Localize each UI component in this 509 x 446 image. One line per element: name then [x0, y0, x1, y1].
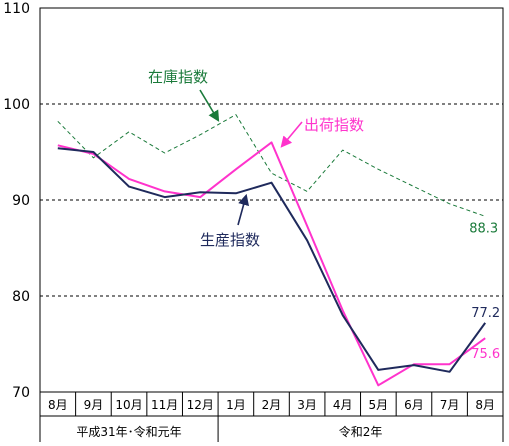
legend-label: 生産指数 — [200, 231, 260, 249]
x-tick-label: 9月 — [84, 398, 104, 412]
legend-arrow-1 — [280, 121, 303, 148]
legend-label: 出荷指数 — [304, 116, 364, 134]
x-tick-label: 10月 — [115, 398, 142, 412]
x-tick-label: 5月 — [369, 398, 389, 412]
x-tick-label: 3月 — [297, 398, 317, 412]
y-tick-label: 90 — [12, 193, 30, 209]
x-tick-label: 12月 — [187, 398, 214, 412]
x-tick-label: 7月 — [440, 398, 460, 412]
y-tick-label: 70 — [12, 385, 30, 401]
x-tick-label: 8月 — [475, 398, 495, 412]
end-data-label: 77.2 — [471, 306, 500, 321]
legend-arrow-0 — [237, 193, 250, 226]
x-tick-label: 4月 — [333, 398, 353, 412]
x-tick-label: 6月 — [404, 398, 424, 412]
y-tick-label: 100 — [3, 97, 30, 113]
legend-label: 在庫指数 — [148, 68, 208, 86]
x-tick-label: 1月 — [226, 398, 246, 412]
x-tick-label: 11月 — [151, 398, 178, 412]
series-line-2 — [57, 114, 486, 217]
year-group-label: 令和2年 — [339, 424, 383, 439]
legend-arrow-2 — [199, 89, 220, 122]
year-group-label: 平成31年･令和元年 — [76, 424, 181, 439]
x-tick-label: 2月 — [262, 398, 282, 412]
plot-frame — [39, 7, 504, 393]
series-line-0 — [57, 147, 487, 373]
x-tick-label: 8月 — [48, 398, 68, 412]
y-tick-label: 110 — [3, 1, 30, 17]
end-data-label: 75.6 — [471, 347, 500, 362]
y-tick-label: 80 — [12, 289, 30, 305]
end-data-label: 88.3 — [469, 221, 498, 236]
